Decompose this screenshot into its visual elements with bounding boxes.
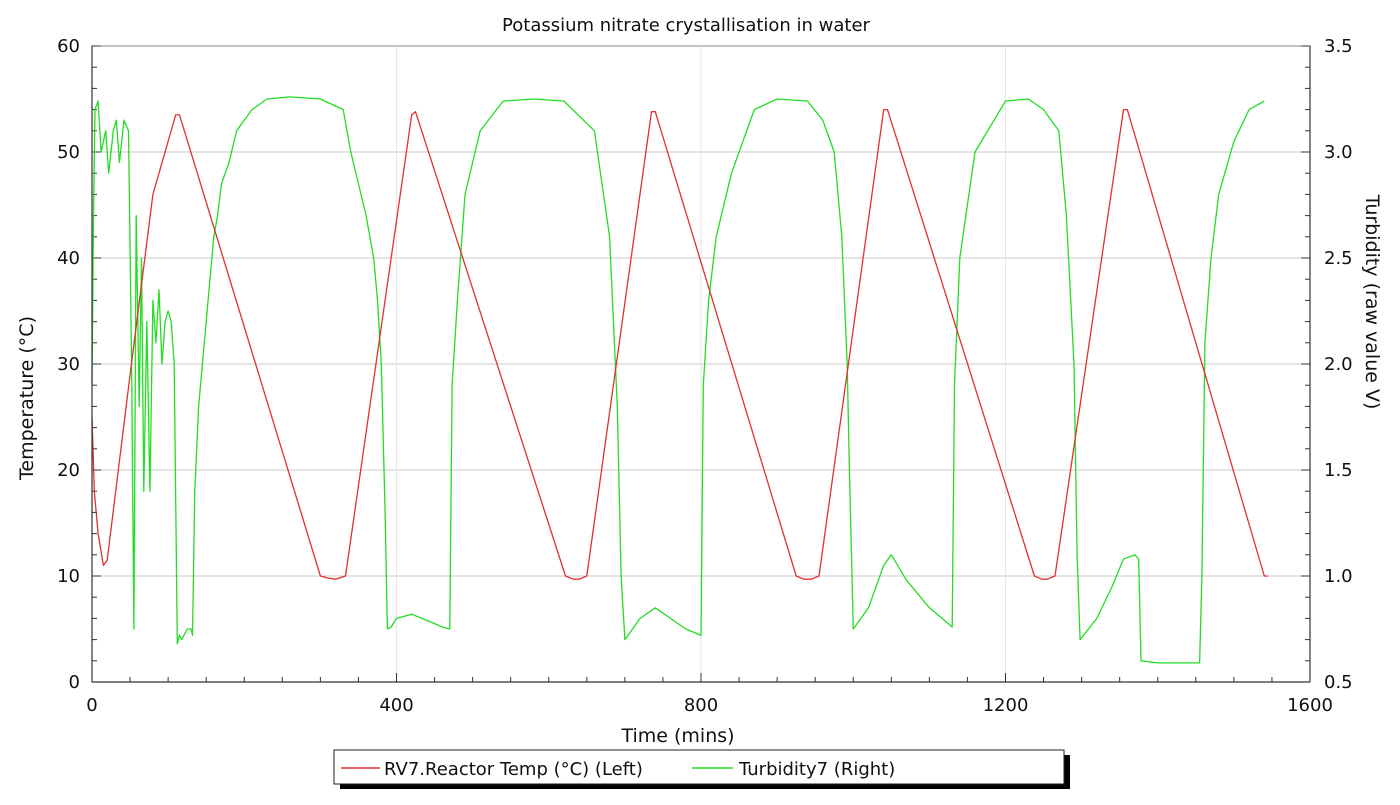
y-left-tick-label: 30 — [57, 354, 80, 375]
legend-label-turbidity: Turbidity7 (Right) — [738, 759, 895, 780]
series-line-turbidity — [91, 96, 1265, 664]
series-line-reactor-temp — [91, 108, 1269, 580]
y-right-axis-title: Turbidity (raw value V) — [1361, 194, 1383, 410]
legend-box — [333, 749, 1065, 785]
y-right-tick-label: 0.5 — [1324, 672, 1353, 693]
y-right-tick-label: 1.5 — [1324, 460, 1353, 481]
x-tick-label: 800 — [684, 695, 718, 716]
y-left-tick-label: 50 — [57, 142, 80, 163]
x-tick-labels: 0 400 800 1200 1600 — [86, 695, 1333, 716]
y-right-tick-label: 2.0 — [1324, 354, 1353, 375]
y-right-tick-label: 1.0 — [1324, 566, 1353, 587]
y-left-tick-label: 10 — [57, 566, 80, 587]
x-tick-label: 400 — [379, 695, 413, 716]
y-left-tick-label: 0 — [69, 672, 80, 693]
chart-title: Potassium nitrate crystallisation in wat… — [502, 15, 871, 36]
x-tick-label: 1200 — [983, 695, 1029, 716]
x-tick-label: 1600 — [1287, 695, 1333, 716]
y-left-axis-title: Temperature (°C) — [16, 316, 38, 481]
legend-label-temp: RV7.Reactor Temp (°C) (Left) — [384, 759, 643, 780]
x-axis-title: Time (mins) — [620, 725, 734, 747]
legend: RV7.Reactor Temp (°C) (Left) Turbidity7 … — [333, 749, 1070, 789]
y-right-tick-label: 2.5 — [1324, 248, 1353, 269]
y-right-tick-labels: 0.5 1.0 1.5 2.0 2.5 3.0 3.5 — [1324, 36, 1353, 693]
y-right-tick-label: 3.5 — [1324, 36, 1353, 57]
y-left-tick-labels: 0 10 20 30 40 50 60 — [57, 36, 80, 693]
y-left-tick-label: 40 — [57, 248, 80, 269]
x-tick-label: 0 — [86, 695, 97, 716]
series-layer — [91, 96, 1269, 664]
y-right-tick-label: 3.0 — [1324, 142, 1353, 163]
y-left-tick-label: 60 — [57, 36, 80, 57]
y-left-tick-label: 20 — [57, 460, 80, 481]
